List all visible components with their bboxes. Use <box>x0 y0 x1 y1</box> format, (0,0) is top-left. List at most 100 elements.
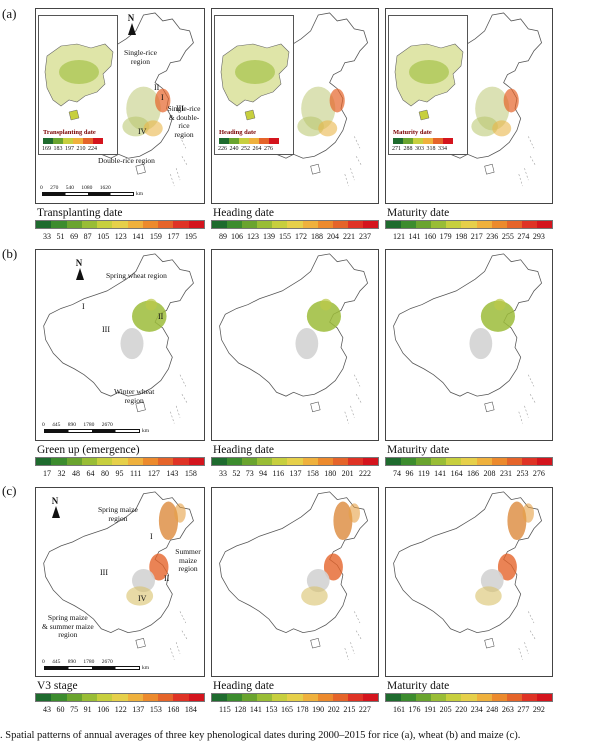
ramp-swatch <box>521 458 537 465</box>
inset-color-ramp <box>393 138 453 144</box>
ramp-tick-label: 217 <box>470 232 483 241</box>
row-label-rice: (a) <box>2 6 17 21</box>
china-map <box>43 253 194 424</box>
scale-unit: km <box>136 191 144 197</box>
ramp-tick-label: 64 <box>86 469 95 478</box>
sea-boundary <box>175 405 181 418</box>
country-outline <box>393 253 542 397</box>
scale-unit: km <box>142 665 150 671</box>
rice-maturity-map: Maturity date 271 288 303 318 334 <box>385 8 553 204</box>
ramp-tick-label: 277 <box>517 705 530 714</box>
inset-title: Maturity date <box>393 129 432 136</box>
ramp-ticks: 33 52 73 94 116 137 158 180 201 222 <box>211 469 379 478</box>
ramp-tick-label: 94 <box>259 469 268 478</box>
sea-boundary <box>170 174 175 187</box>
maize-maturity-map <box>385 487 553 677</box>
region-roman-II: II <box>164 574 170 583</box>
ramp-swatch <box>446 694 462 701</box>
maize-v3-title: V3 stage <box>37 680 78 692</box>
ramp-tick-label: 159 <box>149 232 162 241</box>
inset-island <box>68 109 80 121</box>
crop-area <box>174 503 186 523</box>
ramp-tick-label: 155 <box>279 232 291 241</box>
crop-area <box>145 298 157 311</box>
island-outline <box>135 638 146 649</box>
ramp-swatch <box>36 458 52 465</box>
sea-boundary <box>518 647 523 660</box>
ramp-tick-label: 33 <box>43 232 51 241</box>
region-roman-I: I <box>150 532 153 541</box>
ramp-swatch <box>506 694 522 701</box>
ramp-tick-label: 208 <box>483 469 496 478</box>
ramp-tick-label: 255 <box>501 232 514 241</box>
ramp-tick-label: 116 <box>272 469 285 478</box>
summer-maize-region-label: Summer maize region <box>175 547 201 573</box>
crop-area <box>297 116 324 137</box>
ramp-tick-label: 248 <box>486 705 499 714</box>
island-outline <box>310 638 321 649</box>
crop-area <box>469 327 493 360</box>
china-map <box>393 491 542 660</box>
ramp-swatch <box>332 694 348 701</box>
north-arrow-icon <box>52 506 60 518</box>
ramp-ticks: 43 60 75 91 106 122 137 153 168 184 <box>35 705 205 714</box>
ramp-swatch <box>212 221 228 228</box>
ramp-swatch <box>287 694 303 701</box>
color-ramp <box>35 220 205 229</box>
inset-color-ramp <box>43 138 103 144</box>
ramp-swatch <box>491 221 507 228</box>
ramp-tick-label: 141 <box>408 232 421 241</box>
ramp-swatch <box>51 458 67 465</box>
ramp-ticks: 17 32 48 64 80 95 111 127 143 158 <box>35 469 205 478</box>
ramp-swatch <box>257 458 273 465</box>
single-double-rice-region-label: Single-rice & double-rice region <box>167 104 201 139</box>
country-outline <box>43 253 194 397</box>
ramp-tick-label: 106 <box>231 232 243 241</box>
ramp-ticks: 115 128 141 153 165 178 190 202 215 227 <box>211 705 379 714</box>
ramp-tick-label: 87 <box>83 232 92 241</box>
ramp-swatch <box>227 694 243 701</box>
ramp-tick-label: 164 <box>450 469 463 478</box>
country-outline <box>393 491 542 634</box>
crop-area <box>348 503 360 523</box>
scale-labels: 0 445 890 1780 2670 <box>42 659 113 665</box>
crop-area <box>503 88 519 113</box>
sea-boundary <box>518 411 523 424</box>
sea-boundary <box>179 374 187 387</box>
ramp-swatch <box>446 221 462 228</box>
ramp-swatch <box>476 221 492 228</box>
ramp-swatch <box>66 458 82 465</box>
ramp-swatch <box>287 221 303 228</box>
ramp-swatch <box>461 221 477 228</box>
ramp-tick-label: 168 <box>167 705 180 714</box>
ramp-tick-label: 141 <box>132 232 145 241</box>
inset-crop-area <box>235 60 275 84</box>
ramp-swatch <box>401 694 417 701</box>
ramp-swatch <box>476 458 492 465</box>
ramp-tick-label: 253 <box>516 469 529 478</box>
sea-boundary <box>355 394 363 405</box>
crop-area <box>492 120 512 137</box>
ramp-swatch <box>112 458 128 465</box>
ramp-tick-label: 121 <box>393 232 405 241</box>
ramp-tick-label: 43 <box>43 705 51 714</box>
sea-boundary <box>528 374 535 387</box>
maize-heading-map <box>211 487 379 677</box>
country-outline <box>219 253 368 397</box>
ramp-swatch <box>431 458 447 465</box>
ramp-swatch <box>127 694 143 701</box>
crop-area <box>132 568 156 593</box>
ramp-swatch <box>461 458 477 465</box>
island-outline <box>484 401 495 413</box>
north-arrow-icon <box>128 23 136 35</box>
ramp-swatch <box>81 221 98 228</box>
ramp-swatch <box>401 458 417 465</box>
ramp-tick-label: 292 <box>532 705 545 714</box>
ramp-swatch <box>401 221 417 228</box>
inset-title: Heading date <box>219 129 257 136</box>
winter-wheat-region-label: Winter wheat region <box>114 387 155 405</box>
ramp-swatch <box>158 458 174 465</box>
ramp-tick-label: 263 <box>501 705 514 714</box>
ramp-tick-label: 276 <box>532 469 545 478</box>
ramp-swatch <box>302 694 318 701</box>
